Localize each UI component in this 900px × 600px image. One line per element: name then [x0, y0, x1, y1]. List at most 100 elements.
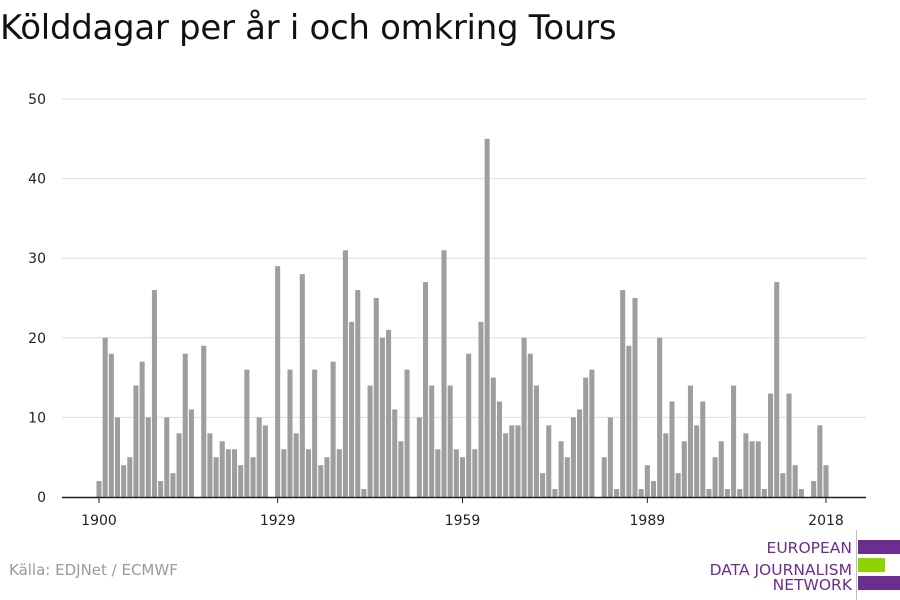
- bar: [749, 441, 755, 497]
- x-tick-label: 1929: [260, 513, 296, 529]
- bar: [349, 321, 355, 497]
- edjnet-logo: EUROPEAN DATA JOURNALISM NETWORK: [700, 530, 900, 600]
- bar: [490, 377, 496, 497]
- bar: [478, 321, 484, 497]
- bar: [681, 441, 687, 497]
- logo-bar-bottom: [858, 576, 900, 590]
- bar: [521, 337, 527, 497]
- bar: [669, 401, 675, 497]
- bar: [219, 441, 225, 497]
- bar: [761, 489, 767, 497]
- bar: [102, 337, 108, 497]
- y-tick-label: 40: [28, 172, 46, 188]
- bar: [706, 489, 712, 497]
- bar: [570, 417, 576, 497]
- bar: [774, 282, 780, 497]
- bar: [336, 449, 342, 497]
- gridlines: [62, 98, 866, 418]
- bar: [694, 425, 700, 497]
- bar: [453, 449, 459, 497]
- bar: [472, 449, 478, 497]
- logo-bar-middle: [858, 558, 885, 572]
- bar: [127, 457, 133, 497]
- x-tick-label: 1959: [445, 513, 481, 529]
- bar: [515, 425, 521, 497]
- bar: [287, 369, 293, 497]
- bar: [540, 473, 546, 497]
- bar: [139, 361, 145, 497]
- bar: [663, 433, 669, 497]
- bar: [262, 425, 268, 497]
- bar: [811, 481, 817, 497]
- bar: [299, 274, 305, 497]
- bar: [182, 353, 188, 497]
- bar: [367, 385, 373, 497]
- bar: [225, 449, 231, 497]
- bar: [207, 433, 213, 497]
- bar: [675, 473, 681, 497]
- y-tick-label: 50: [28, 92, 46, 108]
- y-tick-label: 20: [28, 331, 46, 347]
- y-tick-label: 10: [28, 410, 46, 426]
- logo-divider: [856, 530, 857, 600]
- bar: [281, 449, 287, 497]
- bar: [650, 481, 657, 497]
- bar: [164, 417, 170, 497]
- bar: [577, 409, 583, 497]
- bar: [724, 489, 730, 497]
- bar: [96, 481, 102, 497]
- bar: [386, 329, 392, 497]
- bar: [373, 298, 379, 497]
- x-tick-label: 2018: [808, 513, 844, 529]
- y-tick-label: 0: [37, 490, 46, 506]
- bar: [626, 345, 632, 497]
- bar: [620, 290, 626, 497]
- bar: [429, 385, 435, 497]
- logo-bar-top: [858, 540, 900, 554]
- bar: [312, 369, 318, 497]
- bar: [466, 353, 472, 497]
- logo-line-1: EUROPEAN: [766, 539, 852, 557]
- bar-series: [96, 138, 829, 498]
- bar: [114, 417, 121, 497]
- bar: [712, 457, 718, 497]
- bar: [441, 250, 447, 497]
- bar: [361, 489, 367, 497]
- bar: [823, 465, 829, 497]
- x-tick-label: 1989: [630, 513, 666, 529]
- bar: [687, 385, 693, 497]
- bar: [484, 138, 490, 498]
- logo-line-3: NETWORK: [772, 576, 852, 594]
- bar: [564, 457, 570, 497]
- bar: [213, 457, 219, 497]
- bar: [244, 369, 250, 497]
- logo-line-2: DATA JOURNALISM: [709, 561, 852, 579]
- bar: [533, 385, 539, 497]
- bar: [552, 489, 558, 497]
- bar: [644, 465, 650, 497]
- bar: [176, 433, 182, 497]
- x-axis: 1900 1929 1959 1989 2018: [62, 496, 866, 529]
- bar: [305, 449, 312, 497]
- bar: [607, 417, 613, 497]
- bar: [318, 465, 324, 497]
- bar: [275, 266, 281, 497]
- bar: [133, 385, 139, 497]
- bar: [509, 425, 515, 497]
- bar: [342, 250, 348, 497]
- bar: [731, 385, 737, 497]
- y-tick-label: 30: [28, 251, 46, 267]
- bar: [256, 417, 262, 497]
- bar: [737, 489, 743, 497]
- bar: [435, 449, 441, 497]
- bar: [201, 345, 207, 497]
- bar: [145, 417, 151, 497]
- bar: [638, 489, 644, 497]
- bar: [293, 433, 299, 497]
- source-note: Källa: EDJNet / ECMWF: [9, 561, 178, 579]
- bar: [108, 353, 114, 497]
- bar: [558, 441, 564, 497]
- y-axis-ticks: 0 10 20 30 40 50: [28, 92, 46, 506]
- bar: [355, 290, 361, 497]
